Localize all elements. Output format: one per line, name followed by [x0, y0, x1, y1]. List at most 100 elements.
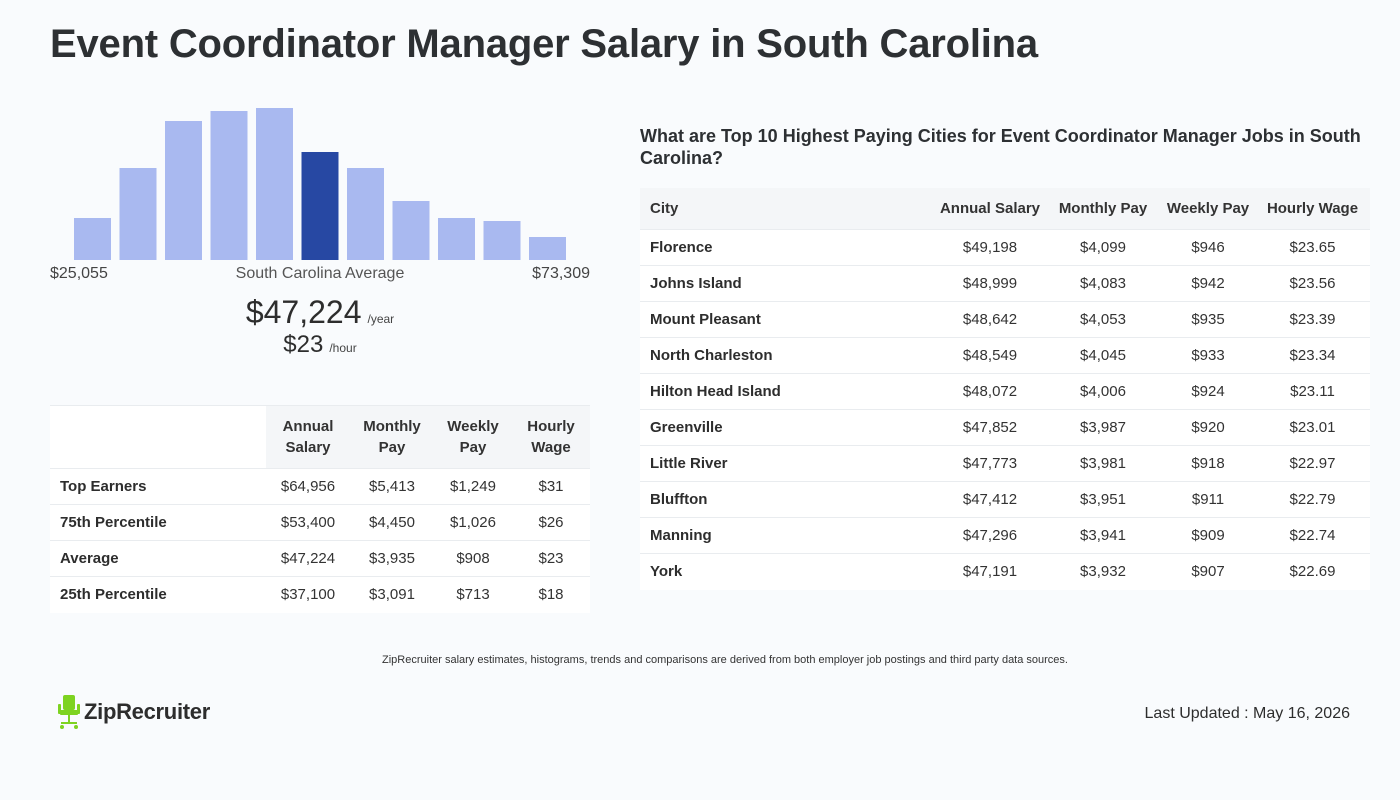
city-name: North Charleston — [640, 337, 935, 374]
hourly-wage: $23.56 — [1255, 265, 1370, 302]
weekly-pay: $946 — [1161, 229, 1255, 266]
header-hourly-wage: Hourly Wage — [512, 405, 590, 469]
histogram-bar — [438, 218, 475, 260]
monthly-pay: $3,932 — [1045, 553, 1161, 590]
average-annual-value: $47,224 — [245, 294, 362, 330]
hourly-wage: $31 — [512, 468, 590, 505]
annual-salary: $48,999 — [935, 265, 1045, 302]
city-name: Mount Pleasant — [640, 301, 935, 338]
average-salary: $47,224 /year $23 /hour — [50, 294, 590, 359]
annual-salary: $47,224 — [266, 540, 350, 577]
histogram-bar — [529, 237, 566, 260]
city-row: North Charleston $48,549 $4,045 $933 $23.34 — [640, 337, 1370, 374]
hourly-wage: $23.39 — [1255, 301, 1370, 338]
histogram-bar — [165, 121, 202, 260]
cities-table-header: City Annual Salary Monthly Pay Weekly Pa… — [640, 188, 1370, 230]
weekly-pay: $907 — [1161, 553, 1255, 590]
percentile-row: Average $47,224 $3,935 $908 $23 — [50, 540, 590, 577]
city-row: Little River $47,773 $3,981 $918 $22.97 — [640, 445, 1370, 482]
row-label: Average — [50, 540, 266, 577]
header-city: City — [640, 188, 935, 230]
histogram-svg — [74, 108, 566, 260]
annual-salary: $47,191 — [935, 553, 1045, 590]
annual-salary: $49,198 — [935, 229, 1045, 266]
city-row: Hilton Head Island $48,072 $4,006 $924 $23.1… — [640, 373, 1370, 410]
city-row: Bluffton $47,412 $3,951 $911 $22.79 — [640, 481, 1370, 518]
header-monthly-pay: Monthly Pay — [1045, 188, 1161, 230]
annual-salary: $47,412 — [935, 481, 1045, 518]
city-name: Bluffton — [640, 481, 935, 518]
annual-salary: $64,956 — [266, 468, 350, 505]
histogram-max-label: $73,309 — [532, 265, 590, 282]
average-hourly-unit: /hour — [329, 341, 357, 355]
monthly-pay: $4,099 — [1045, 229, 1161, 266]
city-name: Manning — [640, 517, 935, 554]
row-label: Top Earners — [50, 468, 266, 505]
percentile-table: Annual Salary Monthly Pay Weekly Pay Hou… — [50, 405, 590, 613]
histogram-mid-label: South Carolina Average — [235, 265, 405, 282]
weekly-pay: $920 — [1161, 409, 1255, 446]
cities-table: City Annual Salary Monthly Pay Weekly Pa… — [640, 188, 1370, 590]
weekly-pay: $1,026 — [434, 504, 512, 541]
city-row: Manning $47,296 $3,941 $909 $22.74 — [640, 517, 1370, 554]
annual-salary: $53,400 — [266, 504, 350, 541]
weekly-pay: $942 — [1161, 265, 1255, 302]
ziprecruiter-logo[interactable]: ZipRecruiter — [58, 695, 210, 729]
annual-salary: $48,642 — [935, 301, 1045, 338]
annual-salary: $47,773 — [935, 445, 1045, 482]
hourly-wage: $22.74 — [1255, 517, 1370, 554]
city-name: Hilton Head Island — [640, 373, 935, 410]
weekly-pay: $1,249 — [434, 468, 512, 505]
hourly-wage: $23.11 — [1255, 373, 1370, 410]
histogram-min-label: $25,055 — [50, 265, 108, 282]
city-row: Mount Pleasant $48,642 $4,053 $935 $23.39 — [640, 301, 1370, 338]
monthly-pay: $4,006 — [1045, 373, 1161, 410]
histogram-bar — [347, 168, 384, 260]
city-row: Greenville $47,852 $3,987 $920 $23.01 — [640, 409, 1370, 446]
monthly-pay: $3,981 — [1045, 445, 1161, 482]
weekly-pay: $924 — [1161, 373, 1255, 410]
histogram-bar — [256, 108, 293, 260]
weekly-pay: $713 — [434, 576, 512, 613]
monthly-pay: $3,941 — [1045, 517, 1161, 554]
histogram-bar — [483, 221, 521, 260]
city-row: Johns Island $48,999 $4,083 $942 $23.56 — [640, 265, 1370, 302]
histogram-bar — [74, 218, 111, 260]
header-annual-salary: Annual Salary — [266, 405, 350, 469]
hourly-wage: $26 — [512, 504, 590, 541]
annual-salary: $37,100 — [266, 576, 350, 613]
histogram-bar — [210, 111, 248, 260]
header-blank — [50, 405, 266, 469]
average-annual-unit: /year — [367, 312, 395, 326]
hourly-wage: $18 — [512, 576, 590, 613]
monthly-pay: $5,413 — [350, 468, 434, 505]
city-name: Florence — [640, 229, 935, 266]
header-weekly-pay: Weekly Pay — [434, 405, 512, 469]
city-name: Greenville — [640, 409, 935, 446]
weekly-pay: $911 — [1161, 481, 1255, 518]
header-monthly-pay: Monthly Pay — [350, 405, 434, 469]
monthly-pay: $4,045 — [1045, 337, 1161, 374]
city-name: Little River — [640, 445, 935, 482]
percentile-row: 25th Percentile $37,100 $3,091 $713 $18 — [50, 576, 590, 613]
average-hourly-value: $23 — [283, 331, 324, 358]
monthly-pay: $3,091 — [350, 576, 434, 613]
monthly-pay: $4,450 — [350, 504, 434, 541]
weekly-pay: $908 — [434, 540, 512, 577]
weekly-pay: $933 — [1161, 337, 1255, 374]
city-name: Johns Island — [640, 265, 935, 302]
row-label: 75th Percentile — [50, 504, 266, 541]
percentile-row: 75th Percentile $53,400 $4,450 $1,026 $26 — [50, 504, 590, 541]
cities-heading: What are Top 10 Highest Paying Cities fo… — [640, 126, 1361, 168]
hourly-wage: $23.65 — [1255, 229, 1370, 266]
histogram-labels: $25,055 South Carolina Average $73,309 — [50, 265, 590, 287]
histogram-bar — [119, 168, 157, 260]
page-title: Event Coordinator Manager Salary in Sout… — [50, 22, 1038, 66]
hourly-wage: $22.69 — [1255, 553, 1370, 590]
percentile-table-header: Annual Salary Monthly Pay Weekly Pay Hou… — [50, 405, 590, 469]
header-weekly-pay: Weekly Pay — [1161, 188, 1255, 230]
monthly-pay: $3,951 — [1045, 481, 1161, 518]
logo-text: ZipRecruiter — [84, 699, 210, 724]
weekly-pay: $935 — [1161, 301, 1255, 338]
histogram-bar — [392, 201, 430, 260]
